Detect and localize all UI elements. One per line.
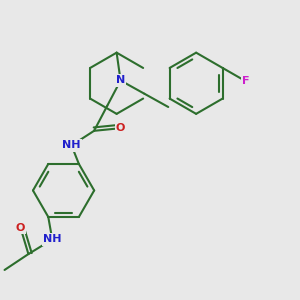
- Text: O: O: [16, 223, 25, 232]
- Text: NH: NH: [43, 235, 62, 244]
- Text: N: N: [116, 76, 125, 85]
- Text: O: O: [116, 123, 125, 133]
- Text: NH: NH: [62, 140, 81, 150]
- Text: F: F: [242, 76, 249, 86]
